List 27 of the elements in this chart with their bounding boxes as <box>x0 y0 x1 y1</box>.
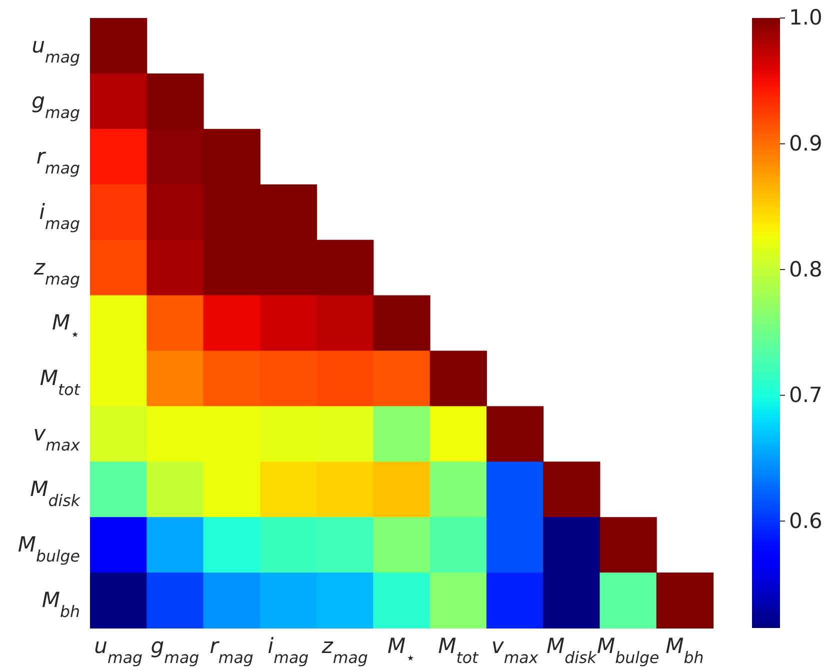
y-tick-label: r$_{mag}$ <box>36 144 80 177</box>
y-tick-label: M$_{bh}$ <box>42 588 80 620</box>
x-tick-label: z$_{mag}$ <box>320 634 368 666</box>
x-tick-label: v$_{max}$ <box>491 634 539 666</box>
color-bar-label: 1.0 <box>789 6 822 30</box>
x-tick-label: M$_{tot}$ <box>438 634 480 666</box>
x-tick-label: M$_{bulge}$ <box>596 634 660 666</box>
color-bar-label: 0.9 <box>789 131 822 156</box>
color-bar-label: 0.7 <box>789 383 822 408</box>
y-tick-label: M$_{⋆}$ <box>52 310 80 344</box>
y-tick-label: M$_{tot}$ <box>40 366 81 399</box>
color-bar-label: 0.8 <box>789 257 822 282</box>
x-tick-label: u$_{mag}$ <box>94 634 142 666</box>
x-tick-label: M$_{disk}$ <box>546 634 598 666</box>
y-tick-label: g$_{mag}$ <box>32 88 80 122</box>
color-bar-label: 0.6 <box>789 508 822 533</box>
x-tick-label: M$_{⋆}$ <box>388 634 416 666</box>
y-tick-label: M$_{disk}$ <box>30 477 81 510</box>
y-tick-label: M$_{bulge}$ <box>18 532 80 566</box>
y-tick-label: z$_{mag}$ <box>32 255 80 288</box>
y-tick-label: i$_{mag}$ <box>39 200 80 232</box>
y-tick-label: u$_{mag}$ <box>32 33 80 66</box>
x-tick-label: g$_{mag}$ <box>150 634 200 666</box>
y-tick-label: v$_{max}$ <box>33 422 81 454</box>
x-tick-label: M$_{bh}$ <box>666 634 704 666</box>
x-tick-label: i$_{mag}$ <box>268 634 309 666</box>
x-tick-label: r$_{mag}$ <box>210 634 254 666</box>
